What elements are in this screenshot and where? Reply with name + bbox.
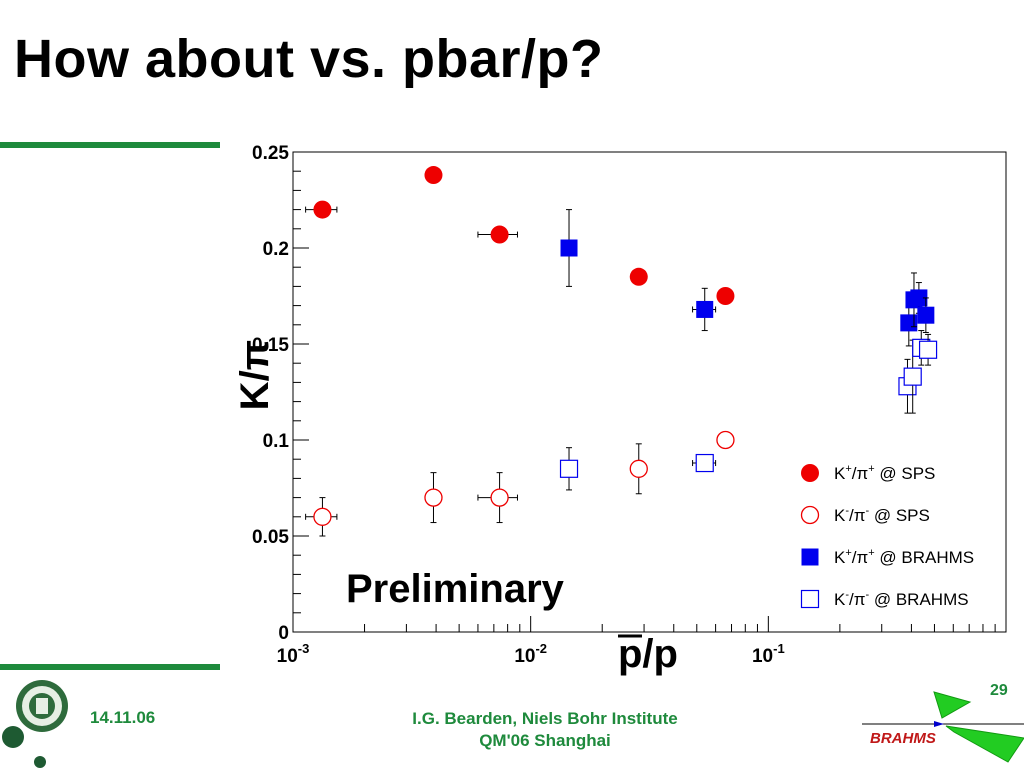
legend-label: K-/π- @ BRAHMS	[834, 589, 969, 609]
series-3	[559, 330, 938, 491]
data-point	[313, 507, 332, 526]
x-tick-label: 10-2	[514, 641, 547, 667]
title-divider	[0, 142, 220, 148]
data-point	[424, 488, 443, 507]
brahms-logo: BRAHMS	[858, 688, 1024, 769]
slide-title: How about vs. pbar/p?	[14, 29, 604, 89]
data-point	[629, 267, 648, 286]
data-point	[424, 166, 443, 185]
footer-divider	[0, 664, 220, 670]
legend-marker	[800, 589, 820, 609]
legend-marker	[800, 505, 820, 525]
footer-author-line2: QM'06 Shanghai	[479, 731, 611, 750]
decorative-dot-large	[2, 726, 24, 748]
data-point	[918, 340, 938, 359]
legend-label: K-/π- @ SPS	[834, 505, 930, 525]
data-point	[716, 287, 735, 305]
decorative-dot-small	[34, 756, 46, 768]
page-number: 29	[990, 682, 1008, 699]
y-tick-label: 0.2	[263, 239, 289, 260]
brahms-logo-text: BRAHMS	[870, 730, 936, 747]
data-point	[490, 488, 509, 507]
data-point	[313, 200, 332, 219]
y-tick-label: 0.1	[263, 431, 290, 452]
y-tick-label: 0	[278, 623, 289, 644]
data-point	[629, 459, 648, 478]
data-point	[490, 225, 509, 244]
legend-marker	[801, 464, 819, 482]
data-point	[716, 430, 735, 450]
data-point	[559, 459, 579, 478]
series-0	[305, 166, 735, 305]
data-point	[910, 289, 928, 307]
footer-date: 14.11.06	[90, 708, 156, 727]
data-point	[903, 367, 922, 386]
footer-author-line1: I.G. Bearden, Niels Bohr Institute	[412, 709, 678, 728]
series-1	[305, 430, 735, 537]
data-point	[560, 239, 578, 257]
x-axis-label-text: p/p	[618, 632, 678, 676]
y-axis-label: K/π	[233, 340, 277, 411]
x-tick-label: 10-1	[752, 641, 785, 667]
data-point	[917, 306, 935, 324]
plot-frame	[292, 151, 1007, 633]
legend-label: K+/π+ @ SPS	[834, 463, 935, 483]
legend-marker	[801, 548, 819, 566]
data-point	[696, 300, 714, 318]
y-tick-label: 0.15	[252, 335, 289, 356]
data-point	[900, 314, 918, 332]
kpi-vs-pbar-p-chart: 0 0.05 0.1 0.15 0.2 0.25 10-3 10-2 10-1 Prelimin…	[233, 143, 1007, 676]
x-axis-label: p/p	[618, 632, 678, 676]
university-seal-logo	[14, 678, 70, 739]
series-2	[560, 209, 935, 347]
legend-label: K+/π+ @ BRAHMS	[834, 547, 974, 567]
footer-author: I.G. Bearden, Niels Bohr Institute QM'06…	[360, 708, 730, 752]
preliminary-annotation: Preliminary	[346, 567, 565, 611]
y-tick-label: 0.05	[252, 527, 289, 548]
data-point	[695, 453, 714, 473]
y-tick-label: 0.25	[252, 143, 289, 164]
legend: K+/π+ @ SPS K-/π- @ SPS K+/π+ @ BRAHMS K-/π…	[800, 463, 974, 609]
x-tick-label: 10-3	[277, 641, 310, 667]
